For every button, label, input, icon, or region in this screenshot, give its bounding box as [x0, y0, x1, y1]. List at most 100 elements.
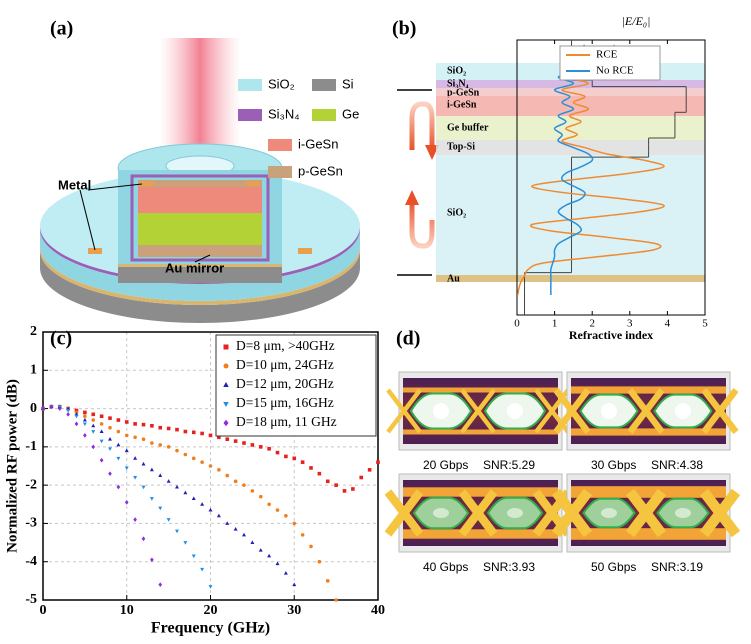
eye-center	[433, 403, 449, 419]
point	[223, 363, 229, 369]
point	[158, 425, 163, 430]
layer-band	[436, 80, 705, 88]
point	[217, 468, 221, 472]
point	[83, 433, 87, 438]
eye-center	[601, 403, 617, 419]
point	[116, 442, 121, 447]
x-tick-label: 0	[514, 318, 520, 330]
legend-label: D=8 μm, >40GHz	[236, 338, 335, 353]
eye-rail	[403, 429, 558, 435]
point	[91, 430, 96, 434]
point	[183, 490, 188, 495]
point	[124, 420, 129, 424]
point	[66, 409, 71, 413]
chart-title: |E/E₀|	[622, 14, 651, 28]
point	[141, 422, 146, 427]
point	[183, 452, 188, 457]
point	[233, 439, 238, 443]
point	[242, 441, 246, 445]
arrow-head	[425, 145, 439, 160]
point	[133, 435, 137, 440]
layer-label: Si₃N₄	[447, 78, 469, 89]
metal-pad	[246, 181, 260, 186]
leader-line	[194, 254, 211, 263]
y-tick-label: -4	[25, 554, 37, 569]
eye-rate: 50 Gbps	[591, 560, 636, 574]
eye-center	[507, 403, 523, 419]
layer-label: SiO₂	[447, 207, 466, 218]
legend-swatch	[238, 109, 262, 121]
x-axis-label: Frequency (GHz)	[151, 620, 270, 637]
legend-label: Si	[342, 76, 354, 91]
point	[225, 437, 230, 441]
point	[292, 582, 297, 587]
legend-swatch	[312, 109, 336, 121]
point	[223, 382, 229, 387]
eye-rail	[571, 486, 726, 498]
plot-frame	[42, 331, 379, 601]
i-gesn	[138, 187, 262, 213]
layer-band	[436, 96, 705, 116]
eye-crossing	[627, 388, 665, 434]
y-tick-label: -2	[25, 477, 37, 492]
metal-pad	[88, 248, 102, 254]
panel-label: (d)	[396, 328, 420, 350]
y-tick-label: -3	[25, 516, 37, 531]
point	[150, 441, 154, 445]
point	[150, 557, 154, 563]
point	[233, 527, 238, 531]
point	[99, 429, 104, 433]
point	[124, 448, 129, 453]
y-tick-label: 1	[30, 363, 37, 378]
point	[250, 443, 255, 447]
point	[99, 457, 104, 463]
point	[309, 466, 313, 470]
layer-band	[436, 155, 705, 275]
eye-diagram	[551, 473, 741, 553]
point	[225, 473, 230, 478]
legend-swatch	[268, 139, 292, 151]
eye-rail	[403, 387, 558, 393]
point	[275, 508, 280, 512]
y-tick-label: -1	[25, 439, 37, 454]
point	[116, 456, 121, 461]
point	[158, 473, 163, 478]
eye-center	[601, 508, 617, 518]
point	[175, 448, 179, 453]
x-tick-label: 4	[665, 318, 671, 330]
legend-swatch	[238, 79, 262, 91]
point	[334, 598, 338, 602]
point	[166, 479, 171, 483]
point	[284, 454, 288, 459]
point	[108, 425, 112, 430]
point	[124, 500, 129, 505]
x-tick-label: 40	[371, 603, 385, 618]
point	[116, 484, 121, 490]
eye-center	[675, 403, 691, 419]
eye-snr: SNR:3.19	[651, 560, 703, 574]
point	[223, 402, 229, 407]
point	[300, 533, 305, 537]
point	[208, 433, 213, 438]
point	[74, 421, 79, 427]
eye-rail	[571, 386, 726, 394]
p-gesn-bottom	[138, 245, 262, 257]
point	[233, 479, 238, 484]
point	[208, 464, 213, 468]
point	[116, 418, 121, 422]
point	[74, 408, 79, 413]
point	[283, 571, 288, 575]
point	[91, 423, 96, 428]
point	[359, 475, 364, 480]
point	[267, 446, 271, 451]
layer-label: SiO₂	[447, 65, 466, 76]
eye-crossing	[384, 489, 424, 537]
panel-label: (a)	[50, 18, 73, 40]
point	[83, 410, 87, 415]
legend-box	[215, 334, 377, 437]
point	[158, 443, 163, 447]
x-tick-label: 5	[702, 318, 708, 330]
eye-rail	[571, 528, 726, 540]
legend-label: D=12 μm, 20GHz	[236, 376, 334, 391]
point	[200, 460, 204, 464]
